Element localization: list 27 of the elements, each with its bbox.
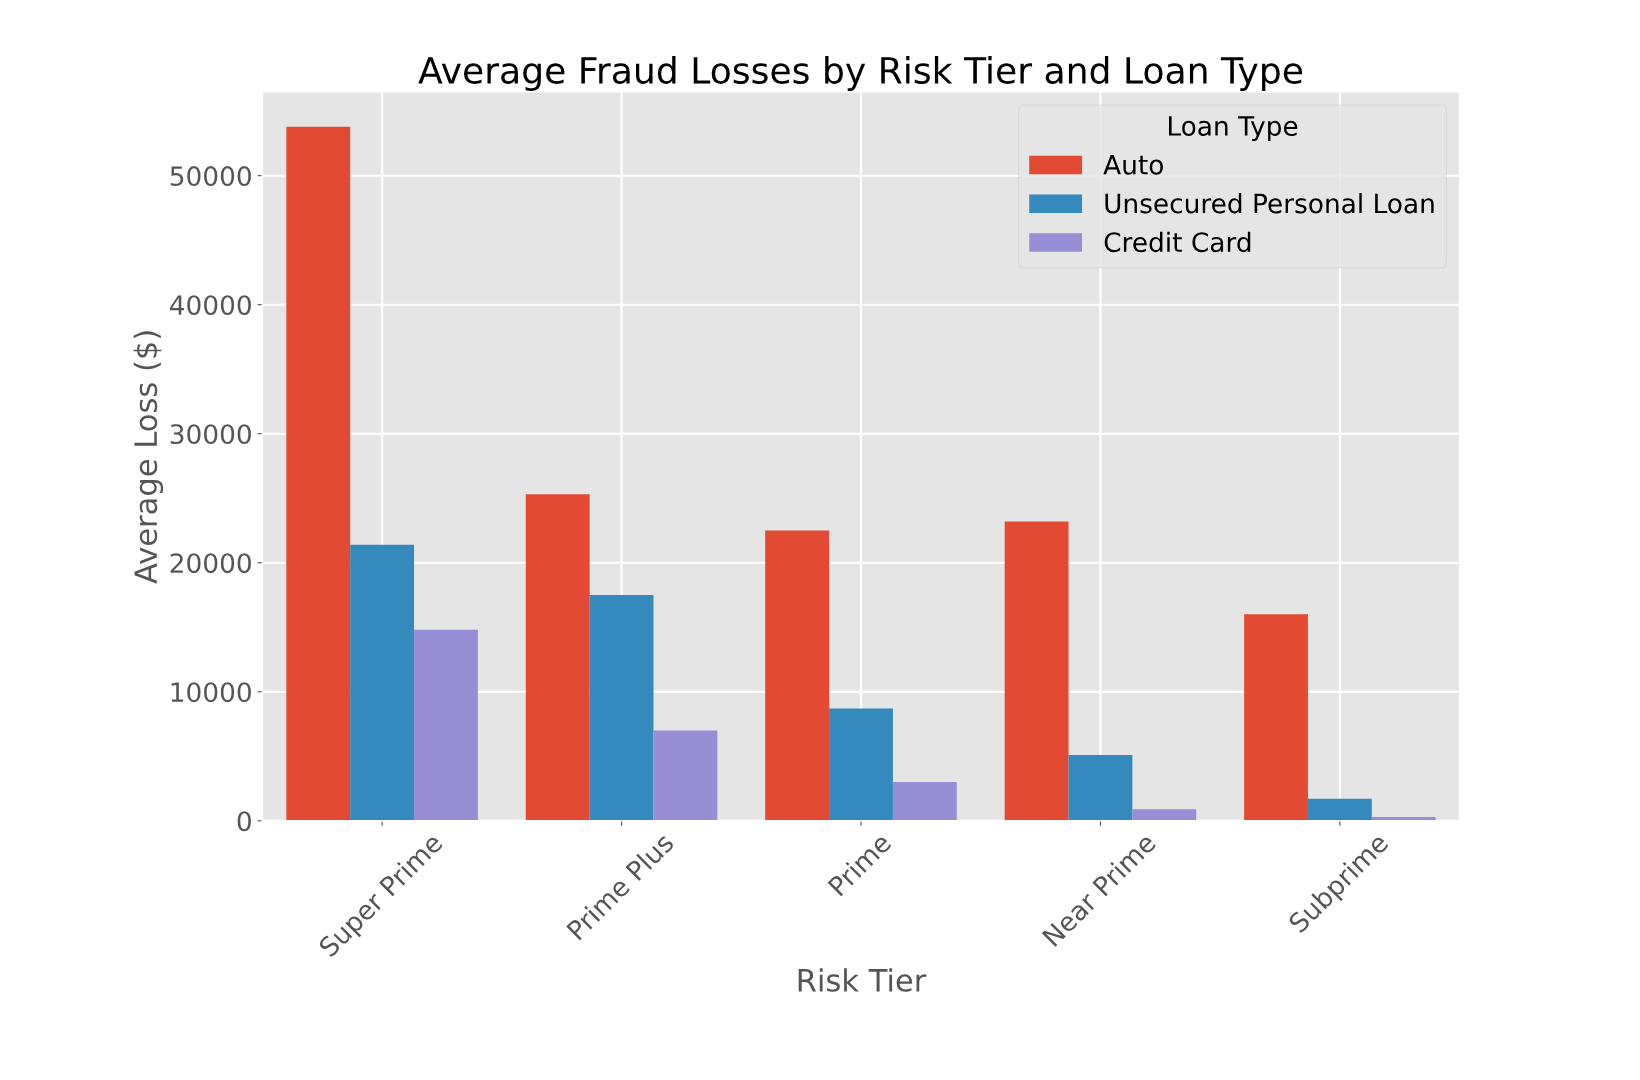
y-tick-label: 50000	[170, 166, 251, 187]
chart-title: Average Fraud Losses by Risk Tier and Loan Type	[418, 56, 1303, 91]
bar	[1244, 614, 1308, 821]
bar	[589, 595, 654, 821]
y-axis-title: Average Loss ($)	[133, 331, 164, 584]
y-tick-label: 0	[237, 811, 251, 832]
y-tick-label: 10000	[171, 682, 251, 703]
legend-label: Credit Card	[1104, 231, 1251, 253]
bar	[1004, 521, 1069, 821]
y-tick-label: 20000	[170, 553, 251, 574]
bar	[525, 494, 590, 821]
bar	[829, 708, 893, 821]
bar	[414, 629, 478, 821]
bar	[1132, 809, 1197, 821]
bar	[286, 126, 351, 821]
legend-label: Unsecured Personal Loan	[1105, 193, 1434, 214]
y-tick-label: 40000	[170, 295, 251, 316]
bar	[892, 782, 957, 821]
bar	[1307, 798, 1372, 821]
x-axis-title: Risk Tier	[798, 968, 927, 992]
legend-label: Auto	[1103, 155, 1163, 175]
y-tick-label: 30000	[170, 424, 251, 445]
bar	[653, 730, 718, 821]
bar	[1068, 755, 1133, 821]
legend-title: Loan Type	[1169, 116, 1298, 142]
bar	[350, 544, 415, 821]
bar	[765, 530, 830, 821]
